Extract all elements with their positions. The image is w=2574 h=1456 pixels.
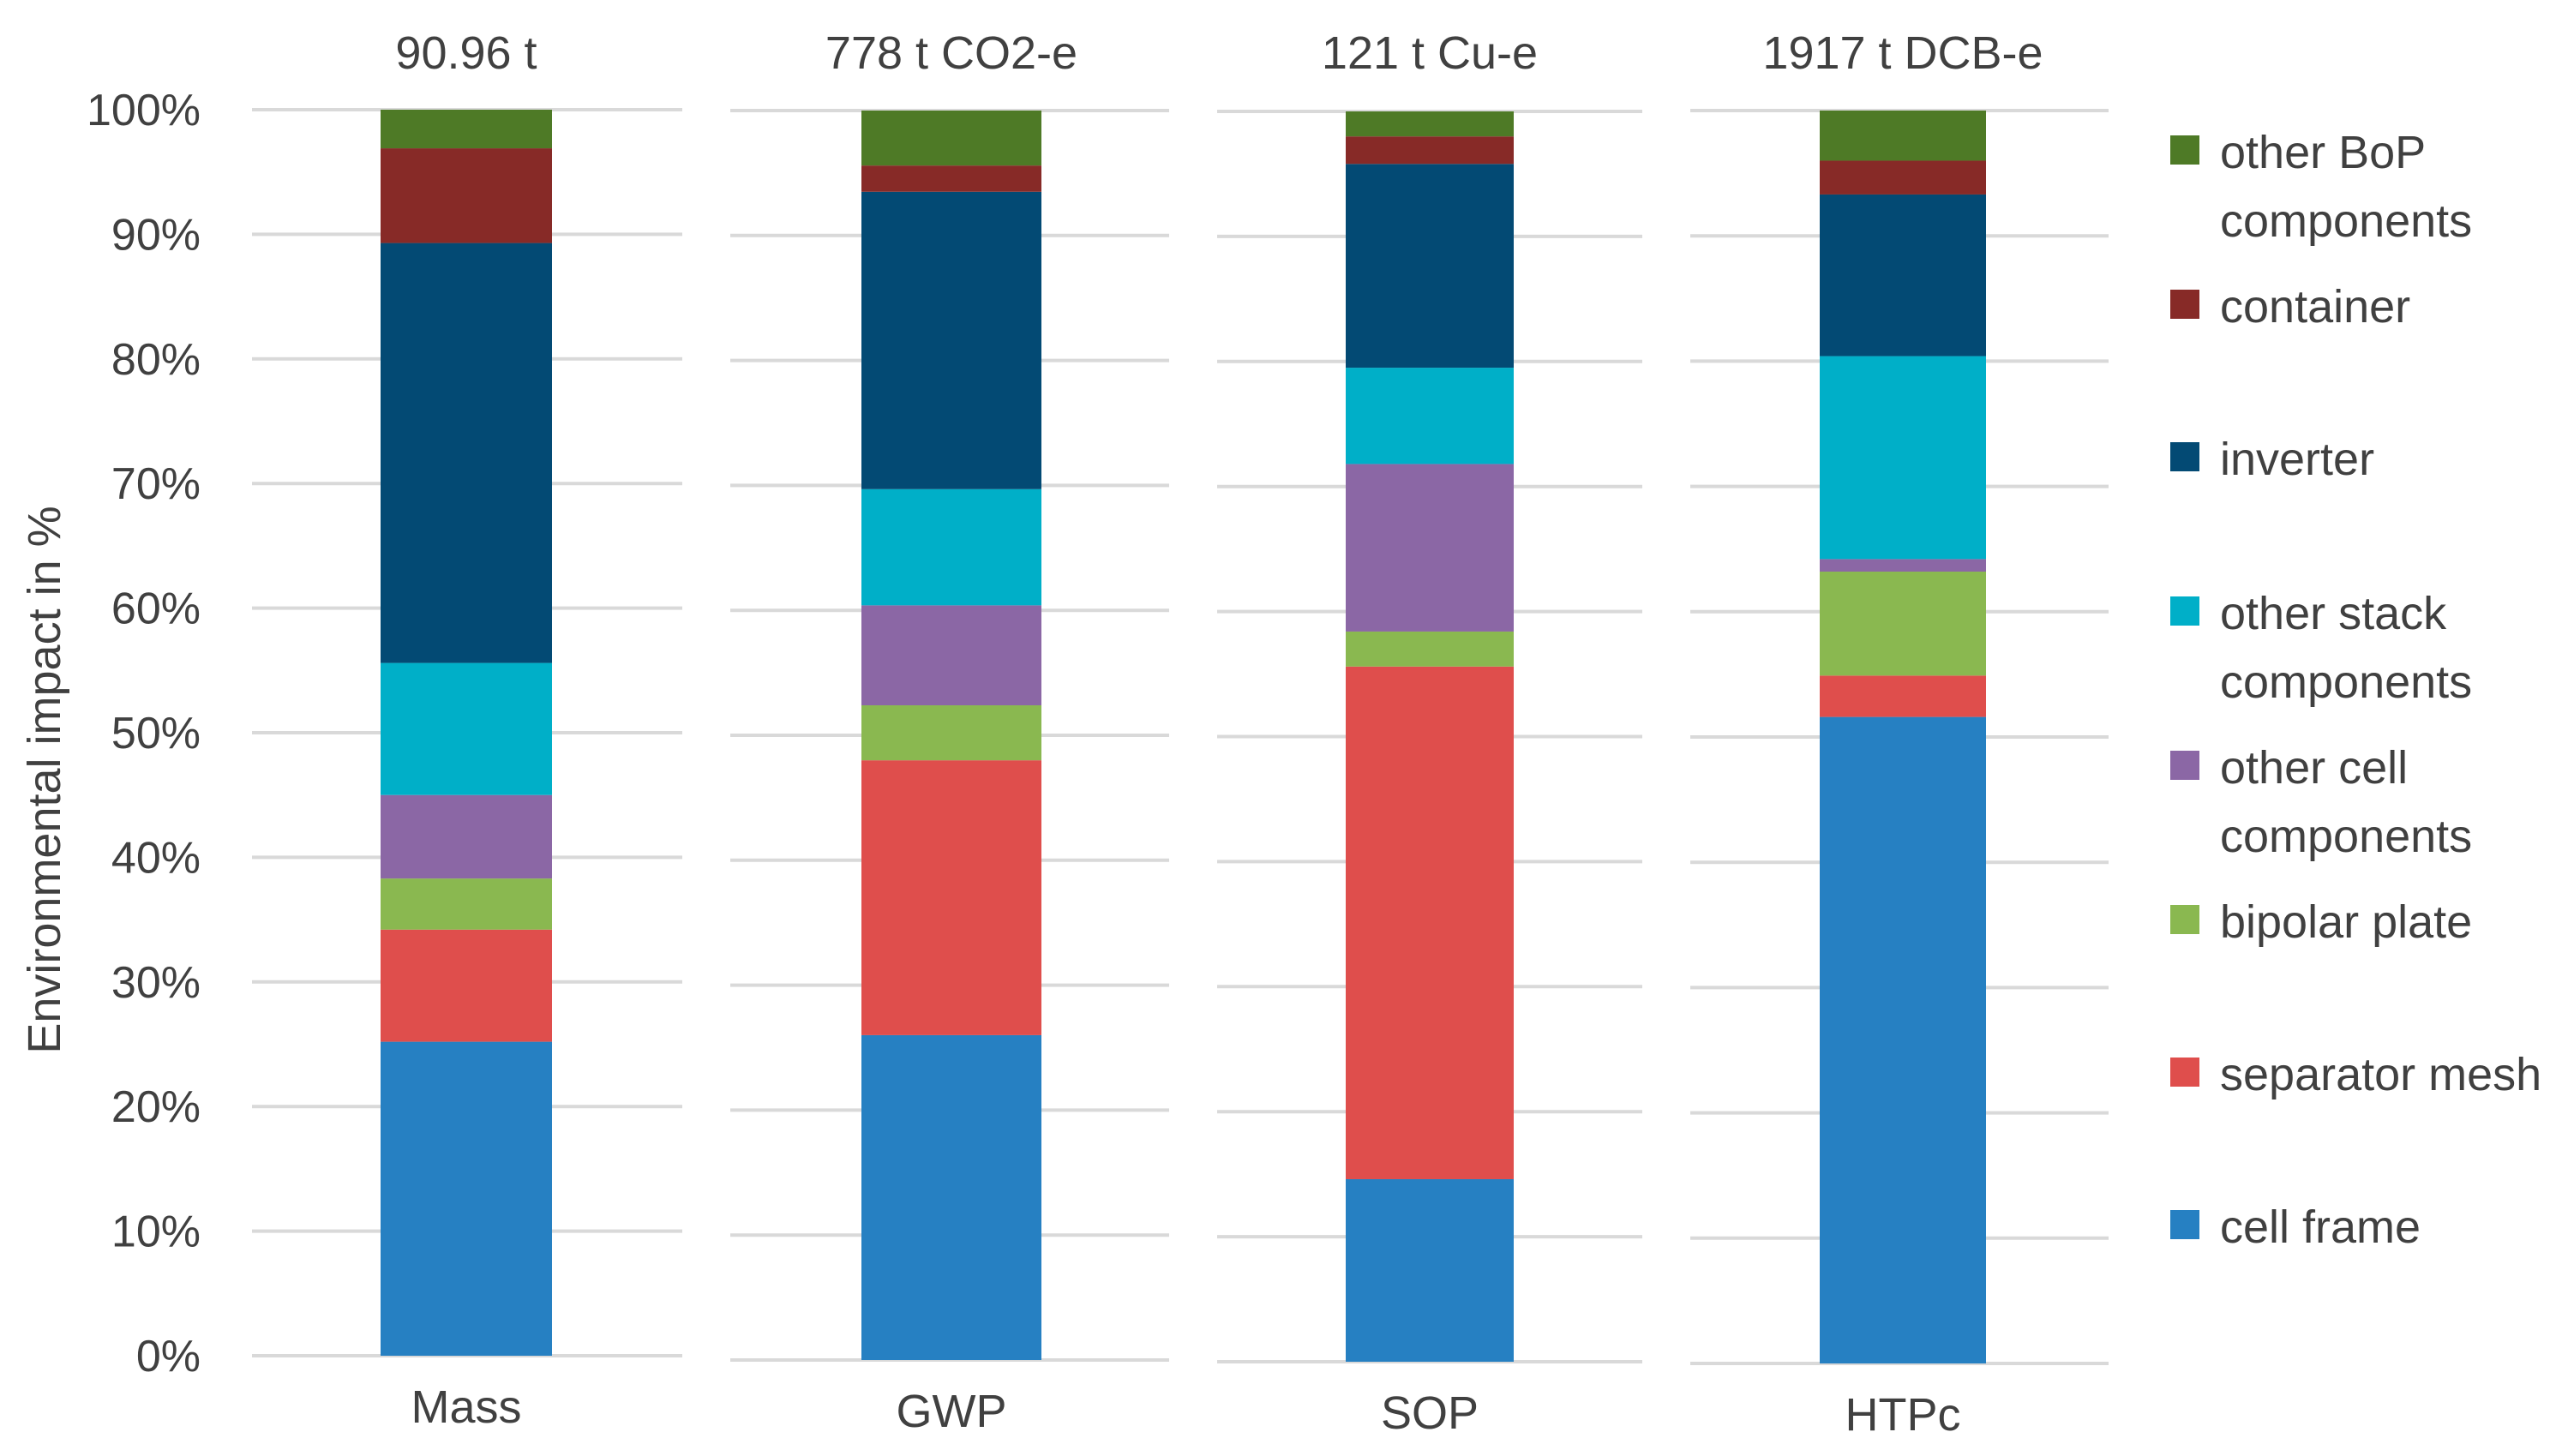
y-tick-label: 50% bbox=[111, 709, 201, 758]
legend-label: other stack bbox=[2220, 588, 2447, 639]
bar-segment-bipolar-plate bbox=[1346, 631, 1514, 667]
bar-segment-other-cell-components bbox=[861, 605, 1041, 706]
y-tick-label: 20% bbox=[111, 1082, 201, 1132]
legend-item: other BoP components bbox=[2170, 127, 2472, 247]
legend-swatch bbox=[2170, 905, 2199, 934]
y-tick-label: 0% bbox=[136, 1332, 201, 1381]
legend-swatch bbox=[2170, 751, 2199, 780]
x-category-label: GWP bbox=[897, 1386, 1007, 1437]
bar-segment-other-BoP-components bbox=[1346, 111, 1514, 137]
bar-segment-separator-mesh bbox=[1820, 675, 1986, 717]
bar-segment-inverter bbox=[1346, 164, 1514, 368]
bar-segment-inverter bbox=[381, 243, 552, 663]
legend-item: inverter bbox=[2170, 434, 2374, 485]
bar-segment-separator-mesh bbox=[861, 760, 1041, 1035]
bar-segment-container bbox=[381, 148, 552, 243]
y-tick-label: 70% bbox=[111, 459, 201, 509]
panel-title: 778 t CO2-e bbox=[825, 27, 1077, 79]
y-tick-label: 30% bbox=[111, 958, 201, 1008]
legend-item: cell frame bbox=[2170, 1201, 2421, 1253]
legend-label: components bbox=[2220, 656, 2472, 708]
panel-title: 121 t Cu-e bbox=[1322, 27, 1538, 79]
legend-swatch bbox=[2170, 1210, 2199, 1239]
bar-segment-cell-frame bbox=[1346, 1178, 1514, 1362]
x-category-label: Mass bbox=[411, 1381, 521, 1433]
panel-title: 1917 t DCB-e bbox=[1762, 27, 2043, 79]
legend-item: container bbox=[2170, 281, 2410, 333]
bar-segment-cell-frame bbox=[381, 1041, 552, 1356]
bar-segment-other-stack-components bbox=[1820, 356, 1986, 560]
legend: other BoP components container inverter othe… bbox=[2170, 127, 2541, 1253]
y-axis-label-group: Environmental impact in % bbox=[19, 506, 70, 1053]
bar-segment-other-stack-components bbox=[861, 488, 1041, 606]
legend-item: other stack components bbox=[2170, 588, 2472, 708]
legend-swatch bbox=[2170, 442, 2199, 471]
bar-segment-other-stack-components bbox=[1346, 368, 1514, 464]
bar-segment-bipolar-plate bbox=[381, 878, 552, 930]
bar-segment-cell-frame bbox=[1820, 716, 1986, 1363]
legend-label: separator mesh bbox=[2220, 1049, 2541, 1100]
legend-item: separator mesh bbox=[2170, 1049, 2541, 1100]
legend-swatch bbox=[2170, 1058, 2199, 1087]
y-tick-label: 80% bbox=[111, 335, 201, 385]
bar-segment-separator-mesh bbox=[381, 929, 552, 1042]
bar-segment-inverter bbox=[1820, 194, 1986, 357]
x-category-label: HTPc bbox=[1845, 1389, 1961, 1441]
bar-segment-other-BoP-components bbox=[861, 111, 1041, 166]
panel-mass: 90.96 t Mass bbox=[252, 27, 682, 1433]
bar-segment-inverter bbox=[861, 191, 1041, 489]
legend-label: components bbox=[2220, 195, 2472, 247]
y-tick-label: 60% bbox=[111, 584, 201, 634]
panel-gwp: 778 t CO2-e GWP bbox=[730, 27, 1169, 1437]
bar-segment-separator-mesh bbox=[1346, 666, 1514, 1179]
bar-segment-other-cell-components bbox=[381, 794, 552, 879]
legend-label: components bbox=[2220, 811, 2472, 862]
bar-segment-other-BoP-components bbox=[1820, 111, 1986, 161]
bar-segment-bipolar-plate bbox=[1820, 572, 1986, 676]
bar-segment-container bbox=[861, 165, 1041, 192]
legend-label: container bbox=[2220, 281, 2410, 333]
legend-swatch bbox=[2170, 290, 2199, 319]
y-axis-label: Environmental impact in % bbox=[19, 506, 70, 1053]
bar-segment-other-cell-components bbox=[1820, 559, 1986, 572]
legend-label: inverter bbox=[2220, 434, 2374, 485]
bar-segment-cell-frame bbox=[861, 1034, 1041, 1360]
legend-item: bipolar plate bbox=[2170, 896, 2472, 948]
bar-segment-other-BoP-components bbox=[381, 110, 552, 149]
bar-segment-container bbox=[1346, 136, 1514, 165]
x-category-label: SOP bbox=[1381, 1387, 1479, 1439]
y-tick-label: 100% bbox=[87, 86, 201, 135]
legend-label: other cell bbox=[2220, 742, 2408, 794]
panel-htpc: 1917 t DCB-e HTPc bbox=[1690, 27, 2109, 1441]
legend-label: other BoP bbox=[2220, 127, 2426, 178]
legend-label: cell frame bbox=[2220, 1201, 2421, 1253]
chart-panels: 90.96 t Mass 778 t CO2-e GWP 121 t Cu-e SOP 19… bbox=[252, 27, 2109, 1441]
bar-segment-other-stack-components bbox=[381, 662, 552, 795]
bar-segment-container bbox=[1820, 160, 1986, 195]
bar-segment-bipolar-plate bbox=[861, 705, 1041, 761]
panel-title: 90.96 t bbox=[395, 27, 537, 79]
y-axis-ticks: 0% 10% 20% 30% 40% 50% 60% 70% 80% 90% 100% bbox=[87, 86, 201, 1381]
legend-swatch bbox=[2170, 135, 2199, 165]
panel-sop: 121 t Cu-e SOP bbox=[1217, 27, 1642, 1439]
y-tick-label: 90% bbox=[111, 210, 201, 260]
legend-item: other cell components bbox=[2170, 742, 2472, 862]
legend-swatch bbox=[2170, 596, 2199, 626]
y-tick-label: 10% bbox=[111, 1207, 201, 1257]
bar-segment-other-cell-components bbox=[1346, 464, 1514, 632]
legend-label: bipolar plate bbox=[2220, 896, 2472, 948]
y-tick-label: 40% bbox=[111, 833, 201, 883]
